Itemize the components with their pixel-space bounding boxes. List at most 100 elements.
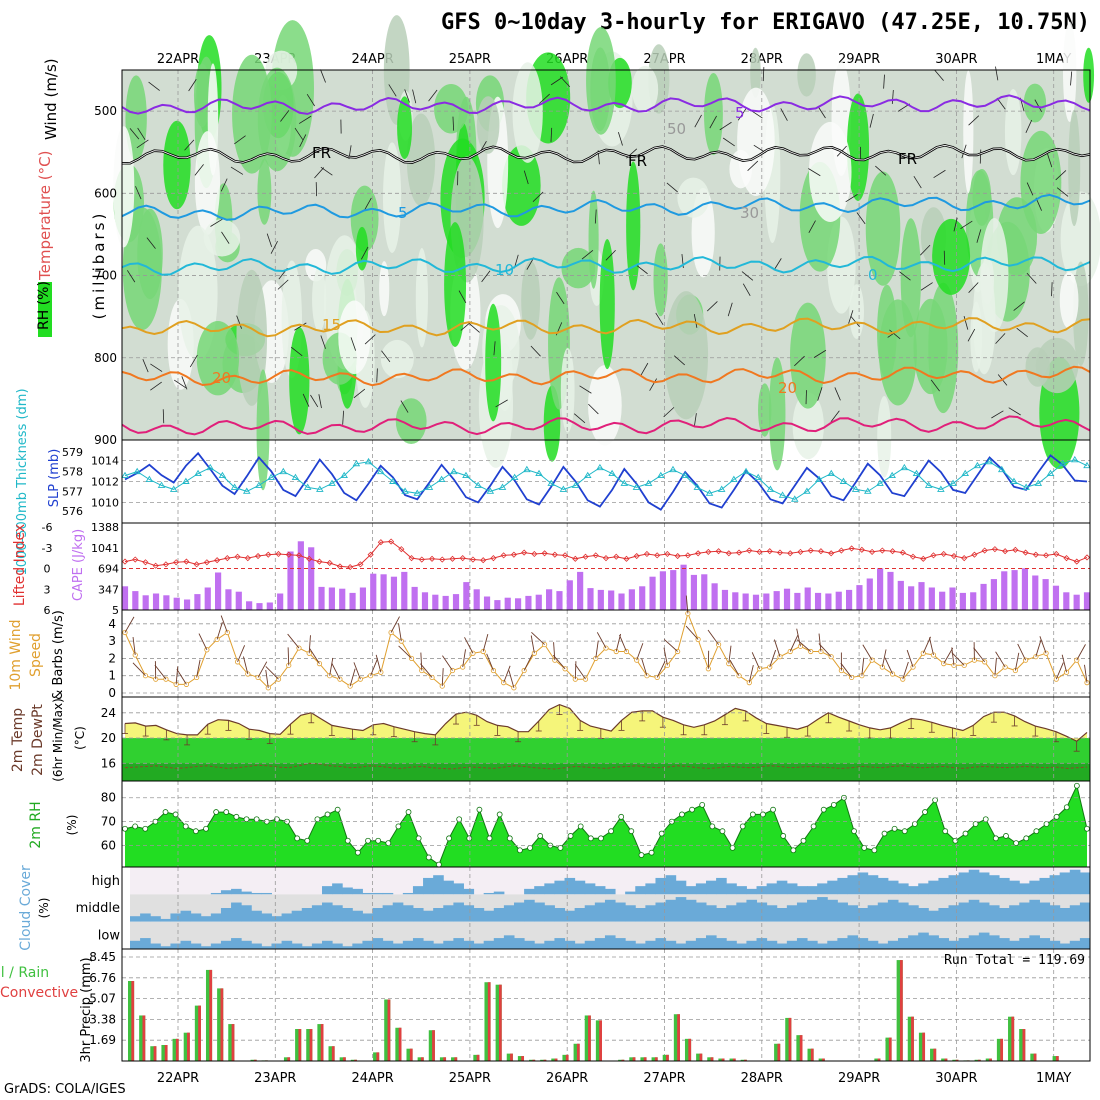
rh-point [962, 830, 969, 837]
precip-bar-total [484, 982, 491, 1061]
rh-blob [236, 269, 268, 406]
wind-barb [1070, 71, 1073, 86]
cloud-cell [584, 940, 596, 949]
thickness-point [340, 471, 348, 479]
cape-bar [328, 587, 335, 610]
thickness-point [985, 457, 994, 465]
rh-blob [1035, 337, 1079, 394]
cape-bar [401, 571, 408, 610]
cape-bar [483, 596, 491, 610]
cloud-cell [695, 938, 707, 949]
rh-blob [312, 267, 327, 332]
li-point [449, 555, 456, 562]
cloud-cell [918, 883, 929, 895]
precip-label-group: 3hr Precip (mm) [79, 957, 94, 1062]
cloud-cell [898, 883, 909, 895]
thickness-point [1010, 477, 1018, 484]
rh-point [577, 823, 584, 830]
rh-blob [586, 27, 616, 135]
cloud-cell [291, 943, 303, 949]
cloud-cell [837, 877, 848, 895]
rh-blob [203, 219, 241, 257]
wind-barb [953, 217, 958, 232]
pressure-tick: 700 [94, 269, 117, 283]
li-point [500, 552, 507, 559]
temp-label-group: 2m Temp [10, 708, 26, 772]
cape-bar [452, 594, 460, 610]
wind-barb [995, 66, 999, 81]
thickness-point [669, 465, 677, 473]
li-point [551, 551, 558, 558]
wind-barb-10m [132, 662, 146, 677]
wind-barb-10m [663, 647, 668, 666]
cape-tick: 5 [112, 604, 119, 617]
cloud-cell [271, 943, 283, 949]
cloud-cell [493, 938, 505, 949]
cloud-cell [483, 940, 495, 949]
wind-barb-10m [943, 647, 954, 664]
cape-bar [835, 591, 842, 610]
wind-tick: 4 [108, 617, 116, 631]
cape-bar [1042, 579, 1049, 610]
cloud-cell [766, 883, 778, 895]
cloud-cell [604, 935, 616, 949]
wind-barb-10m [442, 655, 453, 671]
wind-tick: 2 [108, 651, 116, 665]
thickness-point [632, 483, 641, 490]
rh-point [466, 835, 473, 842]
cape-bar [173, 597, 180, 610]
li-tick: 6 [44, 604, 51, 617]
rh-blob [677, 177, 710, 218]
cloud-cell [988, 875, 1000, 895]
thickness-point [498, 483, 507, 490]
cloud-cell [1009, 905, 1020, 922]
cape-bar [825, 593, 832, 610]
rh2-unit-label: (%) [65, 815, 79, 836]
cloud-cell [210, 892, 222, 895]
cloud-cell [938, 938, 950, 949]
rh-point [810, 823, 817, 830]
rh-blob [113, 126, 135, 248]
cloud-cell [220, 940, 232, 949]
precip-bar-total [473, 1054, 480, 1061]
cloud-cell [130, 940, 141, 949]
cloud-cell [261, 913, 272, 922]
rh-point [972, 821, 979, 827]
wind-barb [813, 349, 827, 358]
cape-bar [546, 589, 553, 610]
rh-point [820, 806, 827, 813]
wind-tick: 0 [108, 686, 116, 700]
cape-bar [359, 587, 367, 610]
precip-bar-total [451, 1057, 458, 1061]
cloud-cell [968, 935, 980, 949]
cloud-cell [857, 872, 869, 895]
wind-barb [302, 393, 310, 407]
li-point [326, 559, 333, 567]
precip-bar-total [139, 1015, 146, 1061]
wind-barb-10m [154, 664, 167, 680]
cape-bar [473, 589, 480, 610]
cape-bar [142, 595, 149, 610]
rh-point [334, 806, 341, 813]
cloud-unit-label: (%) [37, 898, 51, 919]
wind-barb [968, 115, 980, 126]
cloud-cell [433, 943, 444, 949]
temperature-axis-label: Temperature (°C) [36, 151, 54, 281]
precip-bar-convective [654, 1057, 658, 1061]
cape-bar [959, 592, 966, 610]
wind-barb [530, 345, 541, 357]
rh-point [517, 847, 523, 854]
wind-barb-10m [951, 652, 965, 666]
cloud-cell [918, 932, 929, 949]
cape-bar [701, 574, 708, 610]
wind-barb [342, 410, 344, 425]
wind-speed-point [1043, 650, 1049, 656]
wind-barb [722, 137, 735, 147]
wind-barb [808, 168, 821, 177]
wind-barb-10m [595, 640, 599, 659]
rh-point [729, 844, 736, 851]
thickness-point [169, 485, 178, 492]
wind-barb [310, 394, 319, 408]
precip-bar-convective [1011, 1016, 1015, 1061]
cloud-cell [352, 910, 363, 922]
